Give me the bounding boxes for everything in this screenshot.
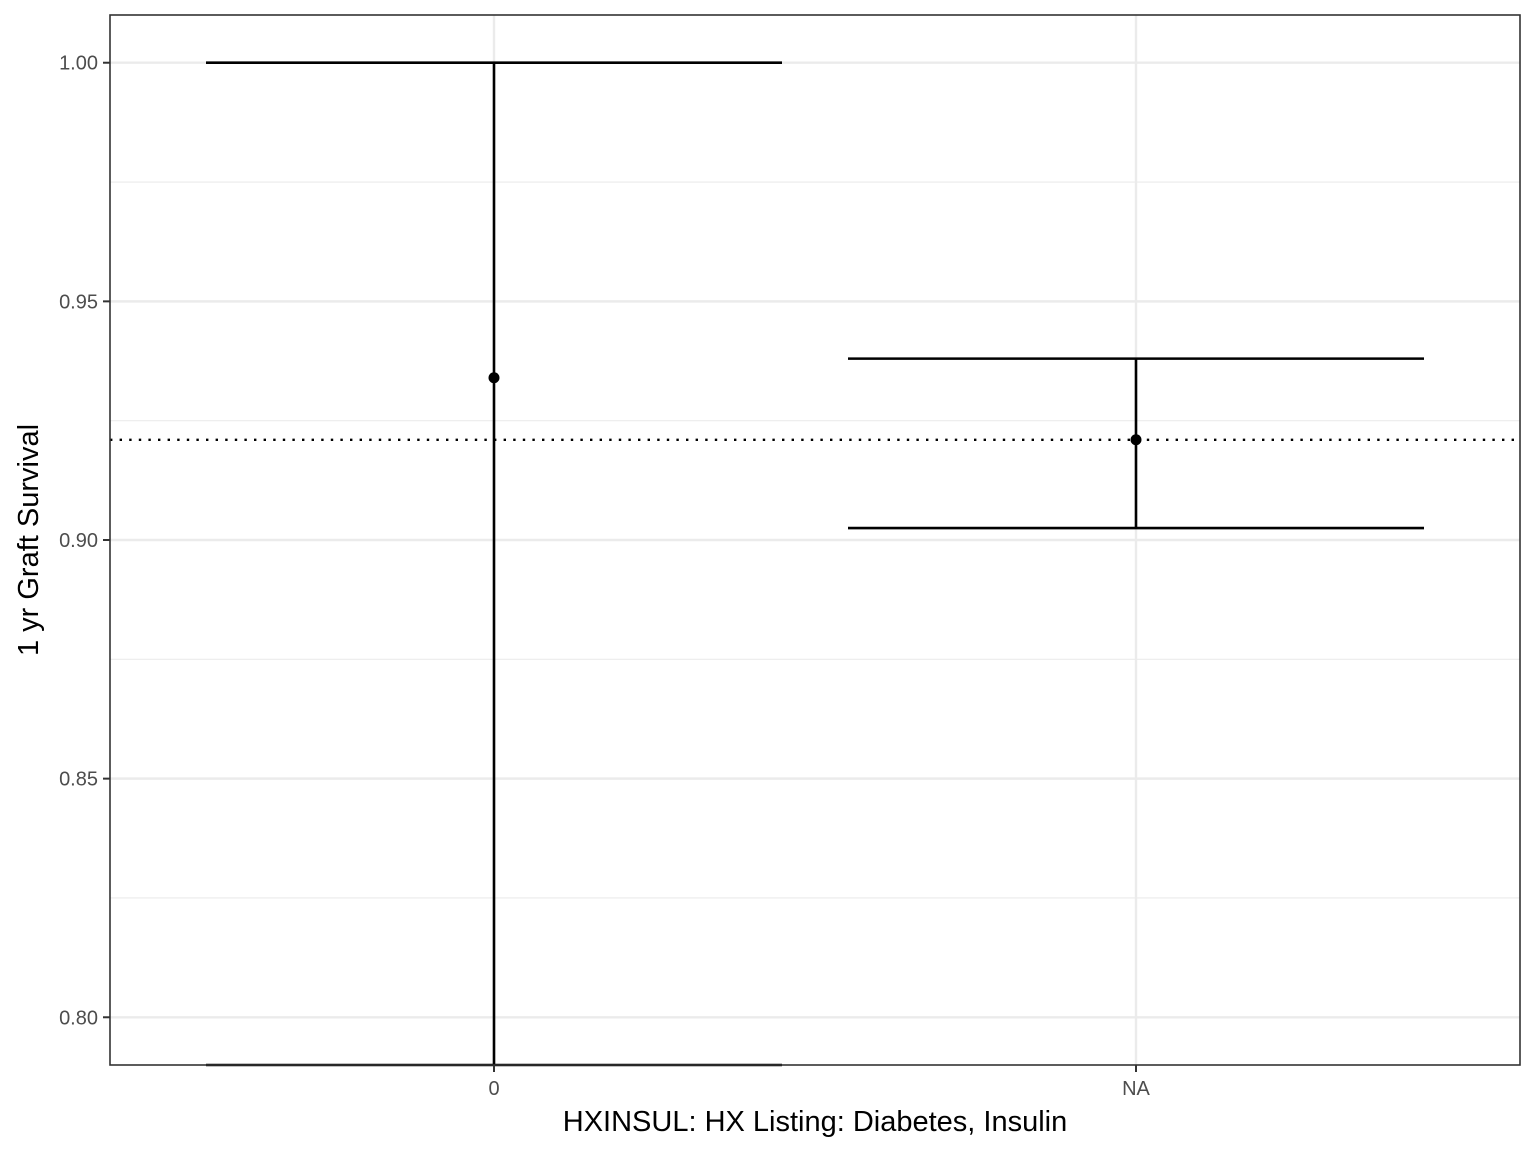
y-tick-label: 0.95 — [59, 291, 98, 313]
x-tick-label: NA — [1122, 1078, 1150, 1100]
marks-layer — [206, 61, 1424, 1067]
y-tick-label: 0.80 — [59, 1007, 98, 1029]
estimate-point — [488, 372, 500, 384]
axis-layer: 0.80 0.85 0.90 0.95 1.00 0 NA — [59, 53, 1150, 1100]
grid-layer — [110, 15, 1520, 1065]
estimate-point — [1130, 434, 1142, 446]
x-tick-label: 0 — [488, 1078, 499, 1100]
y-tick-label: 1.00 — [59, 53, 98, 75]
y-axis-title: 1 yr Graft Survival — [13, 424, 45, 656]
y-tick-label: 0.90 — [59, 530, 98, 552]
x-axis-title: HXINSUL: HX Listing: Diabetes, Insulin — [563, 1106, 1068, 1138]
y-tick-label: 0.85 — [59, 769, 98, 791]
